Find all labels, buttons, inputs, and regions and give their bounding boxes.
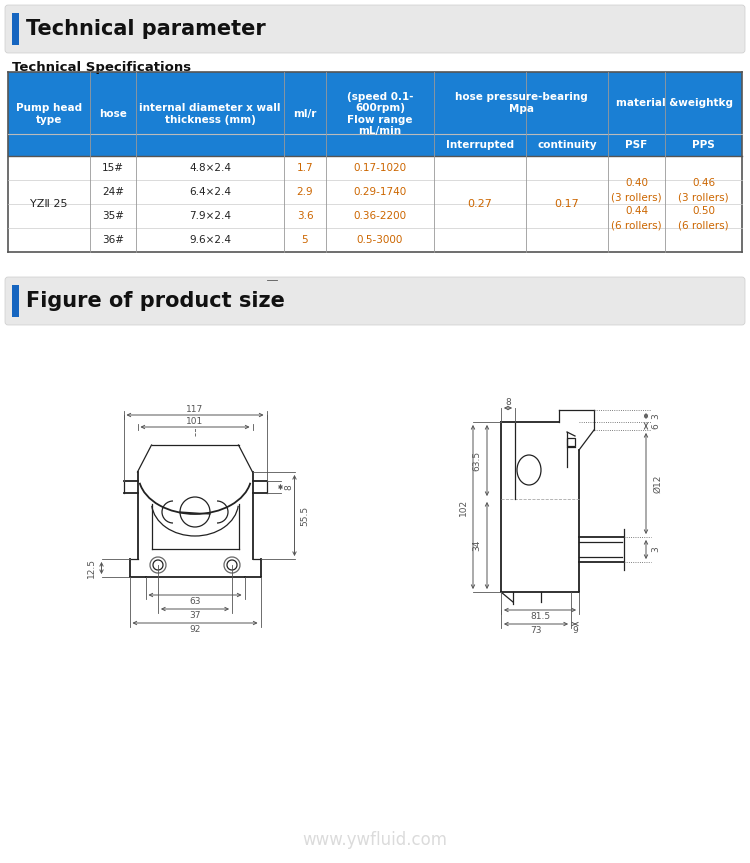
Text: 12.5: 12.5 <box>87 558 96 578</box>
Bar <box>8 72 742 134</box>
Bar <box>8 156 742 252</box>
Text: Pump head
type: Pump head type <box>16 104 82 125</box>
Text: 55.5: 55.5 <box>300 506 309 526</box>
Bar <box>664 72 665 134</box>
Text: 102: 102 <box>458 499 467 515</box>
Text: continuity: continuity <box>537 140 597 150</box>
Text: Technical Specifications: Technical Specifications <box>12 61 191 74</box>
Text: Ø12: Ø12 <box>653 475 662 493</box>
Text: 81.5: 81.5 <box>530 612 550 620</box>
FancyBboxPatch shape <box>5 277 745 325</box>
Text: 4.8×2.4: 4.8×2.4 <box>189 163 231 173</box>
Text: 117: 117 <box>186 405 203 413</box>
Text: Technical parameter: Technical parameter <box>26 19 266 39</box>
Text: 8: 8 <box>284 484 293 490</box>
Text: 73: 73 <box>530 626 542 634</box>
Text: 0.17-1020: 0.17-1020 <box>353 163 407 173</box>
Text: 63: 63 <box>189 596 201 606</box>
Text: 7.9×2.4: 7.9×2.4 <box>189 211 231 221</box>
Bar <box>567 438 575 446</box>
Text: 36#: 36# <box>102 235 124 245</box>
Text: 5: 5 <box>302 235 308 245</box>
Text: 0.36-2200: 0.36-2200 <box>353 211 407 221</box>
Text: Figure of product size: Figure of product size <box>26 291 285 311</box>
Text: 15#: 15# <box>102 163 124 173</box>
Bar <box>8 134 742 156</box>
Text: 2.9: 2.9 <box>297 187 314 197</box>
Text: YZⅡ 25: YZⅡ 25 <box>30 199 68 209</box>
Text: 3: 3 <box>652 413 661 419</box>
Bar <box>12 13 19 45</box>
Text: 101: 101 <box>186 417 203 425</box>
Text: material &weightkg: material &weightkg <box>616 98 734 108</box>
Text: 63.5: 63.5 <box>472 450 482 470</box>
Text: 6: 6 <box>652 423 661 429</box>
Text: 35#: 35# <box>102 211 124 221</box>
Text: 8: 8 <box>506 398 511 406</box>
Text: 3: 3 <box>652 546 661 552</box>
Text: 0.46
(3 rollers)
0.50
(6 rollers): 0.46 (3 rollers) 0.50 (6 rollers) <box>678 178 729 230</box>
Text: 37: 37 <box>189 610 201 620</box>
Bar <box>12 285 19 317</box>
Text: 0.29-1740: 0.29-1740 <box>353 187 407 197</box>
Bar <box>8 134 434 135</box>
Text: PSF: PSF <box>626 140 647 150</box>
Text: 6.4×2.4: 6.4×2.4 <box>189 187 231 197</box>
Text: 1.7: 1.7 <box>297 163 314 173</box>
Text: 0.27: 0.27 <box>467 199 493 209</box>
Text: 24#: 24# <box>102 187 124 197</box>
Text: 9.6×2.4: 9.6×2.4 <box>189 235 231 245</box>
Text: (speed 0.1-
600rpm)
Flow range
mL/min: (speed 0.1- 600rpm) Flow range mL/min <box>346 91 413 136</box>
Text: www.ywfluid.com: www.ywfluid.com <box>302 831 448 849</box>
Text: 3.6: 3.6 <box>297 211 314 221</box>
Text: PPS: PPS <box>692 140 715 150</box>
Text: Interrupted: Interrupted <box>446 140 514 150</box>
Text: hose: hose <box>99 109 127 119</box>
Text: 0.5-3000: 0.5-3000 <box>357 235 404 245</box>
Text: 0.17: 0.17 <box>554 199 579 209</box>
Text: 34: 34 <box>472 540 482 551</box>
Text: hose pressure-bearing
Mpa: hose pressure-bearing Mpa <box>454 92 587 114</box>
Text: 9: 9 <box>572 626 578 634</box>
Text: 92: 92 <box>189 625 201 633</box>
Text: ml/r: ml/r <box>293 109 316 119</box>
Text: 0.40
(3 rollers)
0.44
(6 rollers): 0.40 (3 rollers) 0.44 (6 rollers) <box>611 178 662 230</box>
Text: internal diameter x wall
thickness (mm): internal diameter x wall thickness (mm) <box>140 104 280 125</box>
FancyBboxPatch shape <box>5 5 745 53</box>
